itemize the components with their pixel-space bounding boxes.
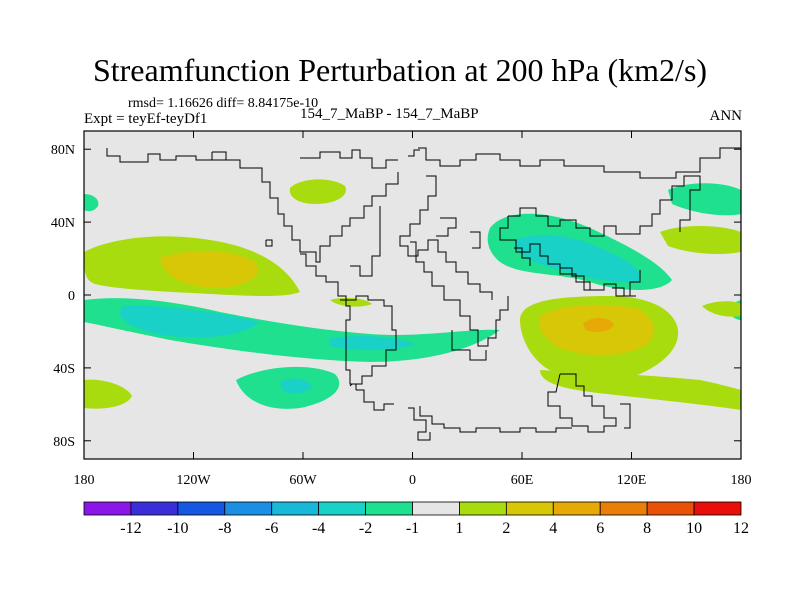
x-tick-label: 180 [74,473,95,488]
colorbar-label: -8 [218,520,231,537]
case-label: 154_7_MaBP - 154_7_MaBP [300,106,479,122]
negative-mid-tropical-pacific [119,305,261,338]
y-tick-label: 40N [51,216,75,231]
colorbar-label: 12 [733,520,749,537]
colorbar-label: -10 [167,520,188,537]
chart-title: Streamfunction Perturbation at 200 hPa (… [92,52,708,88]
colorbar: -12 -10 -8 -6 -4 -2 -1 1 2 4 6 8 10 12 [83,501,749,537]
y-tick-label: 80S [53,435,75,450]
x-tick-label: 0 [409,473,416,488]
colorbar-swatch [646,501,695,516]
rmsd-label: rmsd= 1.16626 diff= 8.84175e-10 [128,96,319,111]
colorbar-swatch [177,501,226,516]
colorbar-swatch [412,501,460,516]
experiment-label: Expt = teyEf-teyDf1 [84,111,208,127]
colorbar-swatch [365,501,413,516]
x-tick-label: 60E [511,473,534,488]
x-tick-label: 120E [617,473,647,488]
positive-south-pacific-west [84,379,132,409]
positive-north-pacific-east [660,226,741,254]
colorbar-swatch [599,501,648,516]
colorbar-swatch [271,501,320,516]
colorbar-label: 10 [686,520,702,537]
colorbar-label: -2 [359,520,372,537]
colorbar-label: 6 [596,520,604,537]
x-tick-label: 60W [289,473,317,488]
colorbar-swatch [224,501,273,516]
colorbar-label: 4 [549,520,557,537]
y-tick-label: 80N [51,143,75,158]
colorbar-label: -12 [120,520,141,537]
positive-indian-ocean-max [583,318,614,332]
colorbar-swatch [552,501,601,516]
y-tick-label: 0 [68,289,75,304]
colorbar-swatch [459,501,507,516]
positive-south-band-east [540,370,741,410]
coastlines [106,147,741,441]
colorbar-label: -4 [312,520,325,537]
colorbar-swatch [505,501,554,516]
x-tick-label: 120W [176,473,211,488]
colorbar-label: -1 [406,520,419,537]
colorbar-swatch [83,501,132,516]
y-axis: 80N 40N 0 40S 80S [51,143,741,450]
y-tick-label: 40S [53,362,75,377]
colorbar-swatch [693,501,742,516]
x-axis: 180 120W 60W 0 60E 120E 180 [74,131,752,488]
negative-mid-atlantic [330,336,415,351]
negative-asia-core [514,234,641,283]
colorbar-label: 8 [643,520,651,537]
negative-west-edge-north [84,194,99,212]
colorbar-label: 1 [455,520,463,537]
negative-south-atlantic-core [280,378,312,394]
positive-north-atlantic [289,179,346,204]
colorbar-swatch [130,501,179,516]
positive-central-pacific-core [160,250,259,288]
colorbar-label: -6 [265,520,278,537]
map-background [84,131,741,459]
positive-tropics-east-edge [702,301,741,317]
colorbar-swatch [318,501,366,516]
season-label: ANN [709,108,743,124]
colorbar-label: 2 [502,520,510,537]
negative-north-pacific-east [668,183,741,216]
x-tick-label: 180 [731,473,752,488]
